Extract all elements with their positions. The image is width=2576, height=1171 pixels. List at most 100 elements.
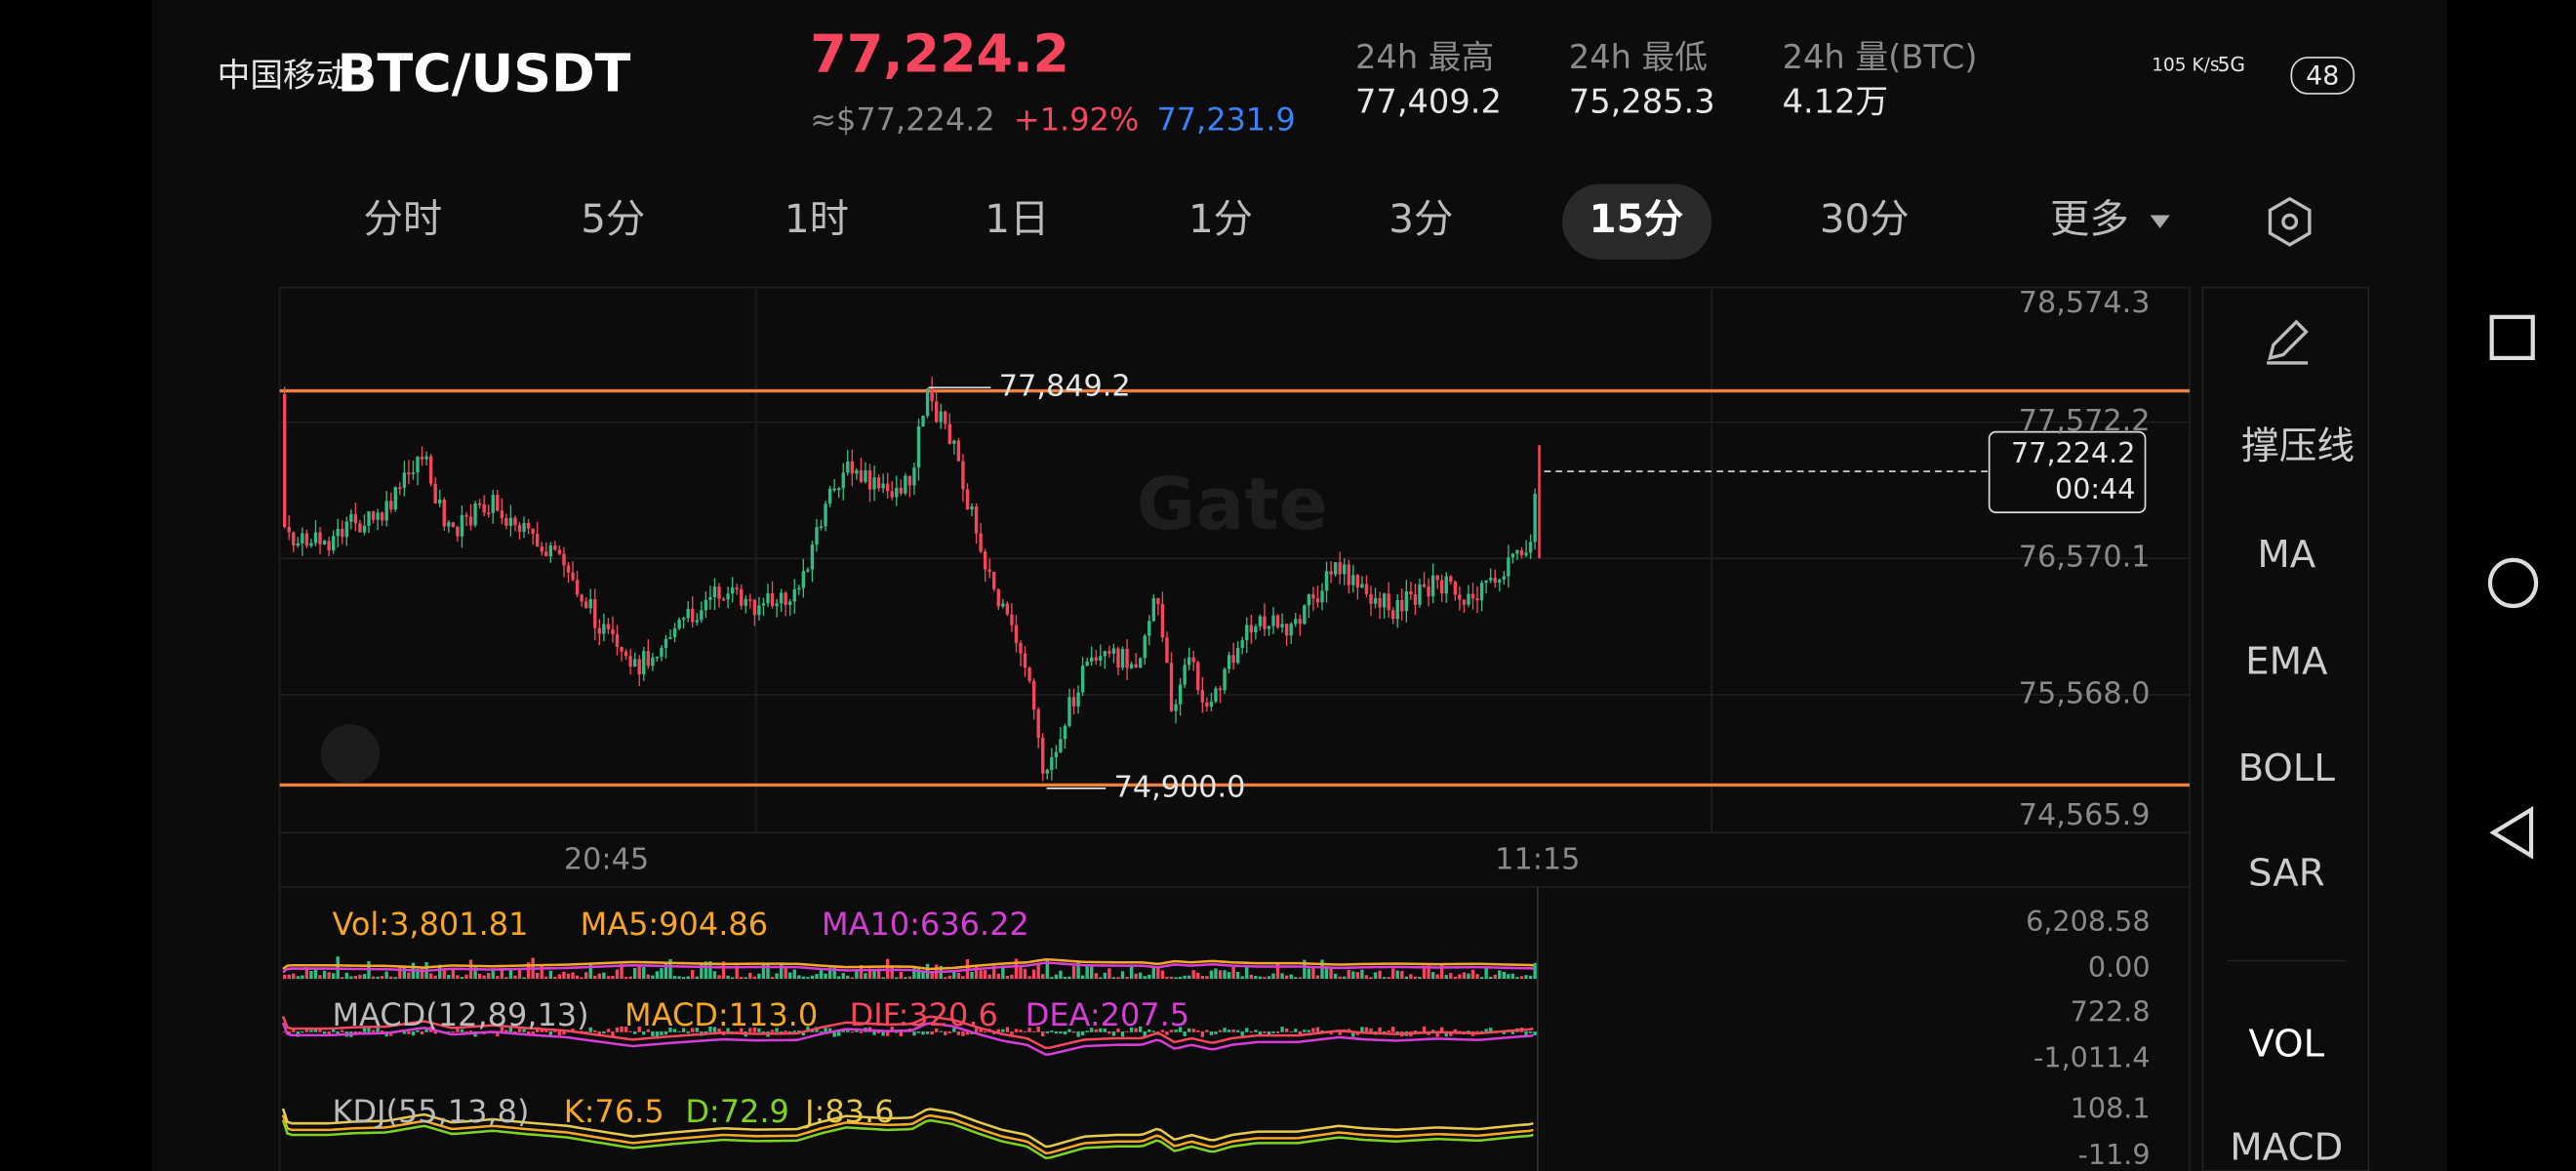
volume-bar [859, 965, 864, 980]
macd-bar [593, 1030, 597, 1032]
volume-bar [1134, 973, 1138, 980]
home-button[interactable] [2487, 557, 2539, 609]
volume-bar [540, 964, 543, 980]
candle-body [1364, 584, 1369, 594]
volume-bar [341, 977, 344, 980]
candle-body [1303, 605, 1307, 625]
volume-bar [1360, 969, 1364, 980]
tab[interactable]: 15分 [1590, 196, 1684, 242]
settings-icon[interactable] [2268, 196, 2312, 247]
candle-body [1462, 599, 1467, 605]
candle-body [1258, 616, 1263, 626]
candle-body [341, 529, 344, 538]
candle-body [824, 504, 827, 527]
macd-bar [660, 1030, 664, 1035]
volume-bar [1067, 976, 1071, 980]
volume-bar [1107, 968, 1111, 980]
tab[interactable]: 30分 [1820, 196, 1910, 242]
macd-bar [916, 1030, 921, 1033]
macd-bar [1369, 1028, 1373, 1032]
candle-body [864, 470, 867, 482]
macd-bar [301, 1030, 304, 1033]
candle-body [695, 620, 699, 623]
volume-bar [890, 965, 894, 980]
volume-bar [1507, 974, 1510, 980]
candle-body [468, 516, 473, 526]
menu-item[interactable]: 撑压线 [2241, 424, 2355, 468]
candle-body [309, 543, 313, 546]
volume-bar [1409, 974, 1413, 980]
candle-body [1240, 640, 1244, 648]
tab[interactable]: 1日 [985, 196, 1049, 242]
recents-button[interactable] [2489, 314, 2535, 361]
candle-body [1245, 625, 1249, 641]
volume-bar [907, 976, 912, 980]
volume-bar [371, 976, 376, 980]
menu-item[interactable]: SAR [2248, 852, 2325, 896]
tab[interactable]: 更多 [2050, 196, 2129, 242]
candle-body [815, 527, 819, 545]
candle-body [1271, 615, 1275, 626]
candle-body [740, 588, 744, 606]
candle-body [371, 511, 376, 520]
candle-body [721, 598, 726, 601]
candle-body [837, 488, 841, 491]
volume-bar [500, 968, 504, 980]
macd-bar [451, 1030, 456, 1033]
menu-item[interactable]: MA [2257, 533, 2315, 577]
tab[interactable]: 1分 [1188, 196, 1253, 242]
reset-button[interactable] [320, 724, 381, 784]
symbol[interactable]: BTC/USDT [338, 43, 631, 104]
volume-bar [358, 974, 362, 980]
candle-body [1373, 597, 1378, 604]
candle-body [344, 521, 348, 538]
tab[interactable]: 3分 [1389, 196, 1453, 242]
macd-bar [1289, 1030, 1293, 1032]
draw-icon[interactable] [2267, 319, 2309, 365]
countdown: 00:44 [2055, 472, 2135, 505]
low-label: 74,900.0 [1114, 770, 1246, 804]
menu-item[interactable]: MACD [2230, 1126, 2343, 1170]
candle-body [1111, 648, 1116, 654]
candle-body [1001, 603, 1005, 607]
tab[interactable]: 1时 [785, 196, 849, 242]
macd-bar [376, 1026, 380, 1032]
macd-bar [872, 1030, 876, 1035]
volume-bar [660, 968, 664, 980]
candle-body [1187, 657, 1191, 666]
volume-bar [353, 976, 358, 980]
volume-label: Vol:3,801.81 [332, 906, 528, 943]
candle-body [318, 532, 322, 545]
macd-bar [1430, 1030, 1435, 1032]
volume-bar [757, 973, 761, 980]
volume-bar [1116, 977, 1120, 980]
back-button[interactable] [2489, 805, 2534, 860]
tab[interactable]: 5分 [581, 196, 645, 242]
volume-bar [1294, 977, 1298, 980]
candle-body [548, 545, 553, 557]
macd-bar [402, 1030, 407, 1034]
menu-item[interactable]: VOL [2248, 1023, 2324, 1067]
macd-bar [504, 1030, 508, 1032]
volume-bar [1165, 977, 1169, 980]
volume-bar [287, 974, 291, 980]
menu-item[interactable]: EMA [2245, 639, 2328, 683]
candle-body [287, 527, 291, 533]
candle-body [1076, 692, 1080, 707]
candle-body [979, 533, 983, 552]
candle-body [1090, 657, 1094, 663]
macd-bar [717, 1029, 721, 1032]
macd-bar [292, 1028, 296, 1032]
volume-bar [761, 963, 766, 980]
candle-body [580, 594, 584, 602]
candle-body [1200, 690, 1204, 703]
volume-bar [1435, 974, 1439, 980]
menu-item[interactable]: BOLL [2238, 747, 2336, 790]
network: 5G [2218, 53, 2246, 76]
tab[interactable]: 分时 [363, 196, 442, 242]
macd-bar [819, 1030, 824, 1033]
macd-bar [1178, 1027, 1183, 1032]
volume-bar [1430, 972, 1435, 980]
volume-bar [952, 972, 956, 980]
volume-bar [1418, 977, 1422, 980]
